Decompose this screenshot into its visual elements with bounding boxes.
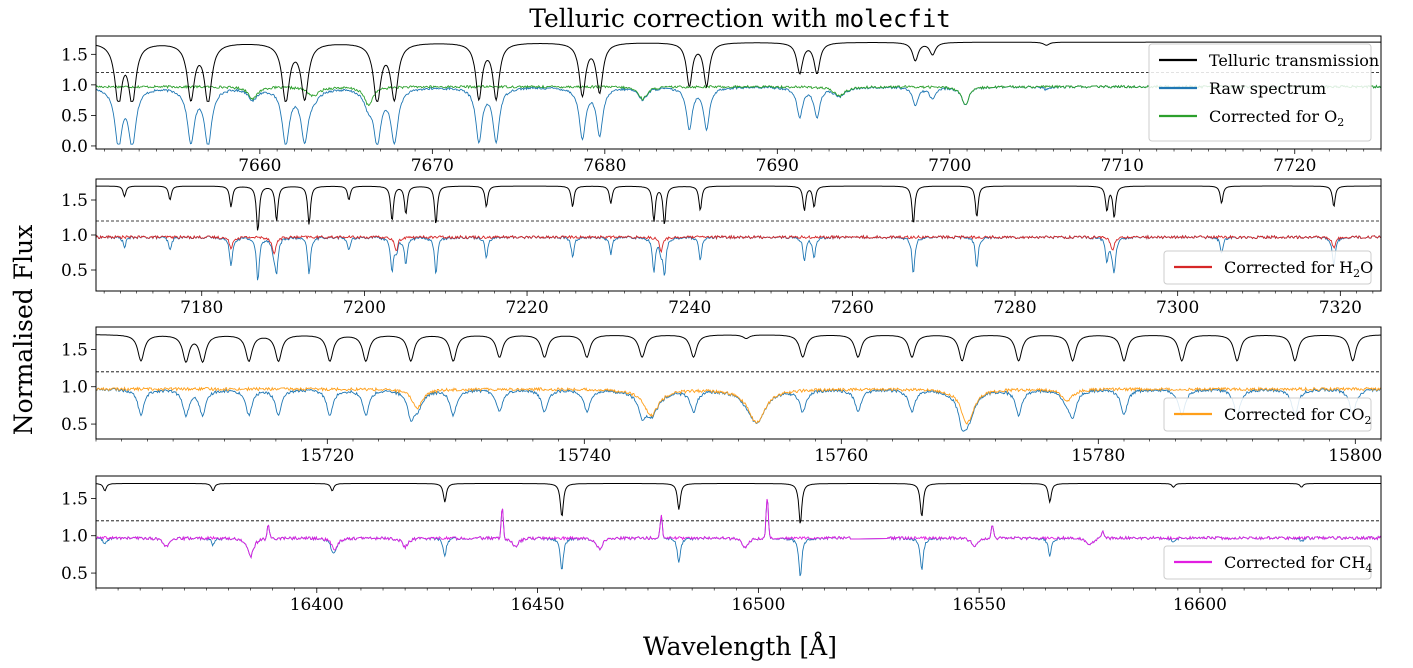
x-tick-label: 15800 (1328, 446, 1382, 466)
x-tick-label: 16600 (1173, 595, 1227, 615)
x-tick-label: 16400 (290, 595, 344, 615)
x-tick-label: 7180 (180, 298, 223, 318)
series-telluric-transmission (96, 483, 1381, 524)
series-corrected (96, 386, 1381, 425)
y-tick-label: 0.5 (61, 415, 88, 435)
x-tick-label: 7220 (505, 298, 548, 318)
legend-box (1148, 43, 1372, 142)
figure-title-text: Telluric correction with (529, 4, 835, 33)
legend: Corrected for H2O (1163, 250, 1373, 285)
x-tick-label: 16550 (952, 595, 1006, 615)
y-tick-label: 0.5 (61, 106, 88, 126)
x-tick-label: 7260 (831, 298, 874, 318)
legend-label: Corrected for CH4 (1224, 553, 1372, 575)
panel-o2: 7660 7670 7680 7690 7700 7710 7720 0.0 0.5 1.0 1.5… (61, 35, 1382, 176)
x-tick-label: 7670 (411, 156, 454, 176)
y-tick-label: 0.5 (61, 564, 88, 584)
x-tick-label: 15720 (300, 446, 354, 466)
y-tick-label: 0.0 (61, 137, 88, 157)
y-tick-label: 1.5 (61, 191, 88, 211)
x-tick-label: 15740 (557, 446, 611, 466)
y-tick-label: 1.5 (61, 340, 88, 360)
x-tick-label: 16450 (511, 595, 565, 615)
x-axis-label: Wavelength [Å] (643, 631, 837, 661)
x-tick-label: 7680 (583, 156, 626, 176)
x-tick-label: 7280 (993, 298, 1036, 318)
legend-label: Raw spectrum (1209, 79, 1326, 98)
legend-box (1163, 545, 1372, 580)
y-tick-label: 0.5 (61, 261, 88, 281)
series-telluric-transmission (96, 41, 1381, 103)
figure-title: Telluric correction with molecfit (529, 4, 951, 33)
series-corrected (96, 498, 1381, 559)
x-tick-label: 7690 (756, 156, 799, 176)
series-corrected (96, 234, 1381, 255)
legend-box (1163, 250, 1372, 285)
x-tick-label: 7710 (1101, 156, 1144, 176)
axes-frame (95, 35, 1382, 150)
panel-co2: 15720 15740 15760 15780 15800 0.5 1.0 1.5 Correc… (61, 326, 1382, 466)
x-tick-label: 15760 (814, 446, 868, 466)
y-tick-label: 1.5 (61, 45, 88, 65)
series-telluric-transmission (96, 334, 1381, 364)
legend-label: Telluric transmission (1209, 51, 1379, 70)
y-axis-label: Normalised Flux (9, 225, 38, 436)
x-tick-label: 7300 (1156, 298, 1199, 318)
legend-label: Corrected for O2 (1209, 107, 1344, 129)
x-tick-label: 7700 (928, 156, 971, 176)
series-raw-spectrum (96, 387, 1381, 432)
x-tick-label: 7200 (343, 298, 386, 318)
x-tick-label: 16500 (731, 595, 785, 615)
legend-label: Corrected for CO2 (1224, 405, 1371, 427)
legend: Corrected for CH4 (1163, 545, 1372, 580)
legend-box (1163, 397, 1372, 432)
panels: 7660 7670 7680 7690 7700 7710 7720 0.0 0.5 1.0 1.5… (61, 35, 1382, 615)
x-tick-label: 7240 (668, 298, 711, 318)
legend: Corrected for CO2 (1163, 397, 1372, 432)
y-tick-label: 1.0 (61, 527, 88, 547)
x-tick-label: 15780 (1071, 446, 1125, 466)
y-tick-label: 1.0 (61, 226, 88, 246)
legend: Telluric transmission Raw spectrum Correct… (1148, 43, 1379, 142)
figure-title-code: molecfit (835, 5, 951, 33)
y-tick-label: 1.0 (61, 76, 88, 96)
series-telluric-transmission (96, 185, 1381, 231)
x-tick-label: 7660 (238, 156, 281, 176)
x-tick-label: 7720 (1273, 156, 1316, 176)
x-tick-label: 7320 (1319, 298, 1362, 318)
y-tick-label: 1.5 (61, 489, 88, 509)
y-tick-label: 1.0 (61, 378, 88, 398)
axes-frame (95, 475, 1382, 589)
panel-h2o: 7180 7200 7220 7240 7260 7280 7300 7320 0.5 1.0 1.… (61, 178, 1382, 318)
legend-label: Corrected for H2O (1224, 258, 1373, 280)
panel-ch4: 16400 16450 16500 16550 16600 0.5 1.0 1.5 Correc… (61, 475, 1382, 615)
